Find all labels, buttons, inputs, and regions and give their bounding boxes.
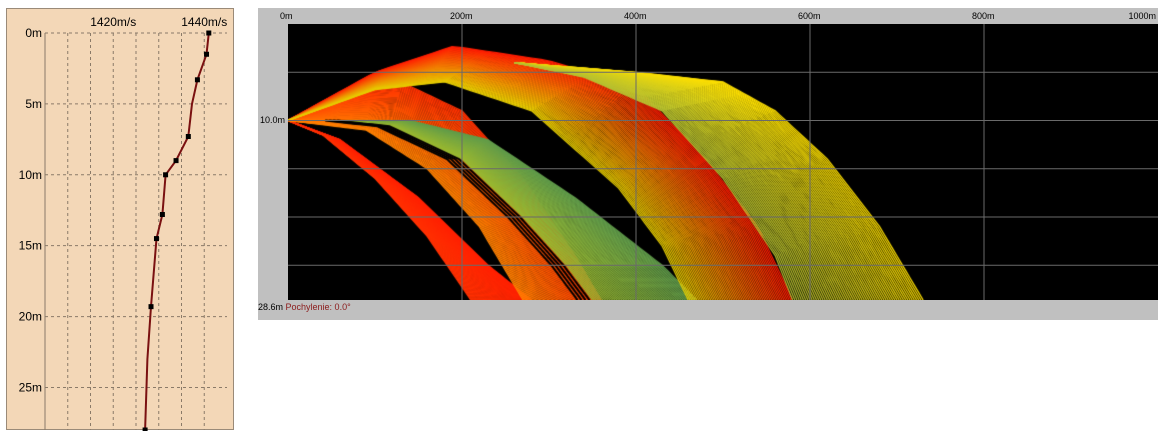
max-depth-label: 28.6m — [258, 302, 283, 312]
range-tick-label: 1000m — [1128, 11, 1156, 21]
depth-tick-label: 10m — [19, 168, 42, 182]
range-tick-label: 400m — [624, 11, 647, 21]
sound-speed-profile-chart: 0m 5m 10m 15m 20m 25m 1420m/s 1440m/s — [6, 8, 234, 430]
depth-tick-label: 25m — [19, 380, 42, 394]
range-tick-label: 0m — [280, 11, 293, 21]
profile-point-marker[interactable] — [149, 304, 154, 309]
sound-speed-profile-svg: 0m 5m 10m 15m 20m 25m 1420m/s 1440m/s — [7, 9, 235, 431]
profile-point-marker[interactable] — [186, 134, 191, 139]
profile-point-marker[interactable] — [174, 158, 179, 163]
profile-point-marker[interactable] — [154, 236, 159, 241]
range-tick-label: 800m — [972, 11, 995, 21]
profile-point-marker[interactable] — [160, 212, 165, 217]
depth-tick-label: 15m — [19, 239, 42, 253]
source-depth-label: 10.0m — [260, 115, 285, 125]
tilt-label: Pochylenie: 0.0° — [286, 302, 351, 312]
profile-point-marker[interactable] — [143, 428, 148, 431]
status-bar: 28.6m Pochylenie: 0.0° — [258, 302, 351, 312]
sound-speed-line — [145, 33, 209, 430]
ray-trace-grid — [288, 24, 1158, 300]
range-tick-label: 600m — [798, 11, 821, 21]
profile-point-marker[interactable] — [204, 52, 209, 57]
speed-tick-label: 1440m/s — [181, 15, 227, 29]
depth-tick-label: 5m — [25, 97, 42, 111]
speed-tick-label: 1420m/s — [90, 15, 136, 29]
ray-trace-chart: 0m 200m 400m 600m 800m 1000m 10.0m 28.6m Poch… — [258, 8, 1158, 320]
profile-point-marker[interactable] — [195, 77, 200, 82]
depth-tick-label: 20m — [19, 310, 42, 324]
profile-point-marker[interactable] — [206, 31, 211, 36]
depth-tick-label: 0m — [25, 26, 42, 40]
profile-point-marker[interactable] — [163, 172, 168, 177]
range-tick-label: 200m — [450, 11, 473, 21]
